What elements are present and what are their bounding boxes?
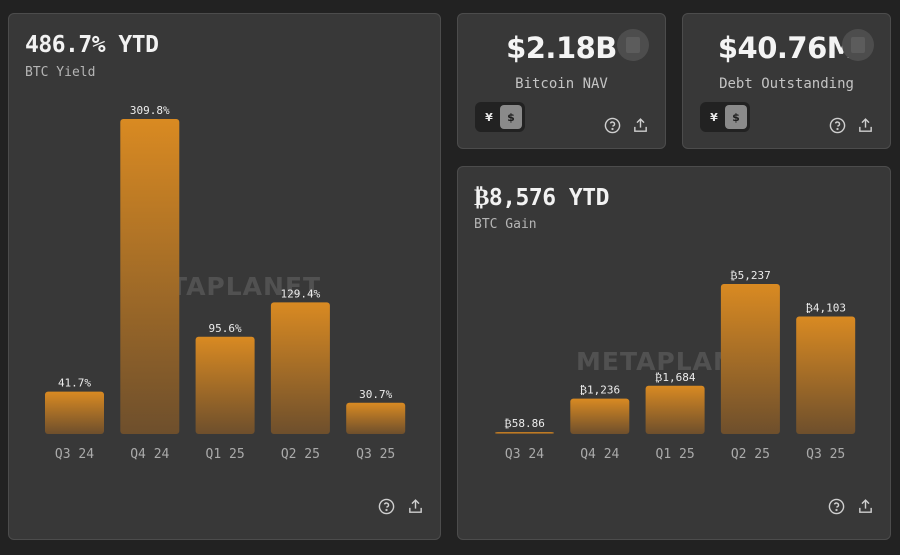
- x-tick-label: Q3 25: [356, 447, 395, 462]
- bar-q3-25[interactable]: [346, 402, 406, 434]
- currency-option-yen[interactable]: ¥: [710, 110, 718, 124]
- bar-q4-24[interactable]: [570, 398, 630, 434]
- stat-actions: [604, 117, 649, 134]
- bitcoin-nav-card: $2.18B Bitcoin NAV ¥ $: [457, 13, 666, 149]
- bar-q2-25[interactable]: [270, 302, 330, 434]
- bar-q3-24[interactable]: [495, 432, 554, 434]
- data-label: ₿1,236: [579, 384, 620, 397]
- share-upload-icon[interactable]: [632, 117, 649, 134]
- currency-toggle: ¥ $: [700, 102, 750, 132]
- debt-outstanding-card: $40.76M Debt Outstanding ¥ $: [682, 13, 891, 149]
- x-tick-label: Q4 24: [130, 447, 169, 462]
- btc-yield-subtitle: BTC Yield: [25, 65, 96, 80]
- help-circle-icon[interactable]: [829, 117, 846, 134]
- btc-yield-chart: 41.7% Q3 24 309.8% Q4 24 95.6% Q1 25 129.4% Q2 …: [45, 104, 406, 462]
- data-label: 41.7%: [58, 377, 91, 390]
- x-tick-label: Q3 25: [806, 447, 845, 462]
- chart-actions: [828, 498, 874, 515]
- x-tick-label: Q2 25: [731, 447, 770, 462]
- x-tick-label: Q3 24: [505, 447, 544, 462]
- data-label: ₿5,237: [730, 269, 771, 282]
- btc-gain-card: ₿8,576 YTD BTC Gain METAPLANET ₿58.86 Q3 …: [457, 166, 891, 540]
- currency-toggle: ¥ $: [475, 102, 525, 132]
- data-label: 309.8%: [130, 104, 170, 117]
- share-upload-icon[interactable]: [857, 117, 874, 134]
- help-circle-icon[interactable]: [828, 498, 845, 515]
- btc-yield-card: 486.7% YTD BTC Yield METAPLANET 41.7% Q3 …: [8, 13, 441, 540]
- btc-gain-chart: ₿58.86 Q3 24 ₿1,236 Q4 24 ₿1,684 Q1 25 ₿5,237 Q…: [495, 269, 856, 462]
- bar-q1-25[interactable]: [645, 385, 705, 434]
- help-circle-icon[interactable]: [604, 117, 621, 134]
- currency-option-usd[interactable]: $: [500, 105, 522, 129]
- btc-gain-subtitle: BTC Gain: [474, 217, 537, 232]
- x-tick-label: Q1 25: [656, 447, 695, 462]
- x-tick-label: Q4 24: [580, 447, 619, 462]
- data-label: ₿4,103: [805, 301, 846, 314]
- x-tick-label: Q1 25: [206, 447, 245, 462]
- btc-yield-title: 486.7% YTD: [25, 32, 159, 58]
- bar-q4-24[interactable]: [120, 119, 180, 434]
- currency-option-yen[interactable]: ¥: [485, 110, 493, 124]
- debt-outstanding-label: Debt Outstanding: [719, 76, 854, 92]
- data-label: 129.4%: [281, 287, 321, 300]
- badge-icon: [842, 29, 874, 61]
- x-tick-label: Q2 25: [281, 447, 320, 462]
- data-label: 95.6%: [209, 322, 242, 335]
- x-tick-label: Q3 24: [55, 447, 94, 462]
- share-upload-icon[interactable]: [407, 498, 424, 515]
- help-circle-icon[interactable]: [378, 498, 395, 515]
- bar-q3-25[interactable]: [796, 316, 856, 434]
- currency-option-usd[interactable]: $: [725, 105, 747, 129]
- chart-actions: [378, 498, 424, 515]
- bitcoin-nav-label: Bitcoin NAV: [515, 76, 608, 92]
- bar-q1-25[interactable]: [195, 336, 255, 434]
- bar-q3-24[interactable]: [45, 391, 104, 434]
- data-label: ₿58.86: [504, 417, 545, 430]
- badge-icon: [617, 29, 649, 61]
- data-label: ₿1,684: [655, 371, 696, 384]
- data-label: 30.7%: [359, 388, 392, 401]
- stat-actions: [829, 117, 874, 134]
- bar-q2-25[interactable]: [720, 284, 780, 434]
- btc-gain-title: ₿8,576 YTD: [474, 185, 609, 211]
- debt-outstanding-value: $40.76M: [717, 31, 856, 65]
- share-upload-icon[interactable]: [857, 498, 874, 515]
- bitcoin-nav-value: $2.18B: [506, 31, 617, 65]
